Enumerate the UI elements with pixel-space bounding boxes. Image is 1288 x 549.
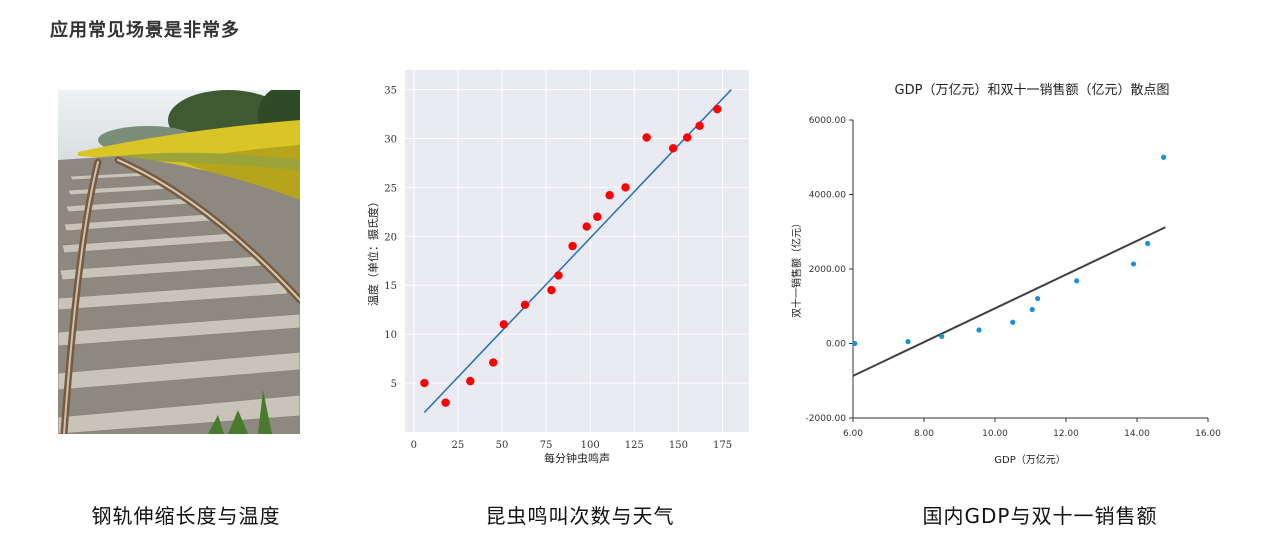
cricket-x-tick: 75 xyxy=(540,440,553,451)
cricket-x-label: 每分钟虫鸣声 xyxy=(544,451,610,465)
gdp-point xyxy=(1035,295,1041,302)
cricket-point xyxy=(520,300,530,310)
cricket-x-tick: 150 xyxy=(669,440,688,451)
gdp-x-tick: 8.00 xyxy=(914,429,934,439)
cricket-point xyxy=(441,398,450,407)
caption-gdp: 国内GDP与双十一销售额 xyxy=(922,504,1158,528)
gdp-chart: GDP（万亿元）和双十一销售额（亿元）散点图 6.00 8.00 10.00 12.0… xyxy=(780,72,1240,472)
cricket-x-tick: 125 xyxy=(625,440,644,451)
cricket-x-tick: 100 xyxy=(581,440,600,451)
cricket-point xyxy=(605,191,614,200)
page-heading: 应用常见场景是非常多 xyxy=(50,20,240,41)
cricket-y-tick: 10 xyxy=(384,330,397,341)
caption-cricket: 昆虫鸣叫次数与天气 xyxy=(485,504,675,528)
cricket-point xyxy=(499,320,508,329)
gdp-x-tick: 6.00 xyxy=(843,429,863,439)
cricket-point xyxy=(582,222,591,231)
cricket-y-tick: 30 xyxy=(384,134,397,145)
cricket-x-tick: 0 xyxy=(411,440,417,451)
cricket-x-tick: 25 xyxy=(452,440,465,451)
cricket-point xyxy=(420,378,429,388)
cricket-point xyxy=(713,104,722,114)
cricket-point xyxy=(554,271,563,280)
cricket-point xyxy=(568,241,577,251)
cricket-point xyxy=(621,183,630,192)
gdp-point xyxy=(1145,240,1151,247)
gdp-point xyxy=(1029,306,1035,313)
cricket-point xyxy=(695,121,704,130)
cricket-chart: 0 25 50 75 100 125 150 175 5 10 15 20 25 30 35 每分钟虫鸣声 … xyxy=(355,60,755,480)
cricket-y-tick: 35 xyxy=(384,86,397,97)
gdp-y-tick: 4000.00 xyxy=(809,191,846,201)
gdp-point xyxy=(1130,261,1137,267)
gdp-y-label: 双十一销售额（亿元） xyxy=(790,218,803,318)
gdp-y-tick: 0.00 xyxy=(826,340,846,350)
caption-rail: 钢轨伸缩长度与温度 xyxy=(91,504,281,528)
gdp-fit-line xyxy=(852,226,1166,377)
gdp-point xyxy=(905,338,911,345)
gdp-point xyxy=(852,340,858,347)
gdp-y-tick: 6000.00 xyxy=(809,116,846,126)
gdp-x-label: GDP（万亿元） xyxy=(994,453,1065,466)
cricket-point xyxy=(466,376,475,386)
cricket-point xyxy=(683,133,692,142)
cricket-y-label: 温度（单位：摄氏度） xyxy=(366,196,380,306)
cricket-point xyxy=(547,285,556,295)
gdp-y-tick: 2000.00 xyxy=(809,265,846,275)
gdp-point xyxy=(1161,154,1167,160)
cricket-y-tick: 5 xyxy=(391,379,397,390)
cricket-x-tick: 175 xyxy=(713,440,732,451)
gdp-x-tick: 16.00 xyxy=(1195,429,1221,439)
cricket-y-tick: 15 xyxy=(384,281,397,292)
gdp-point xyxy=(939,333,945,339)
gdp-x-tick: 10.00 xyxy=(982,429,1008,439)
gdp-y-tick: -2000.00 xyxy=(806,414,847,424)
cricket-x-tick: 50 xyxy=(496,440,509,451)
cricket-y-tick: 25 xyxy=(384,183,397,194)
cricket-fit-line xyxy=(423,89,732,413)
gdp-point xyxy=(1010,319,1016,325)
gdp-x-tick: 12.00 xyxy=(1053,429,1079,439)
gdp-x-tick: 14.00 xyxy=(1124,429,1150,439)
cricket-y-tick: 20 xyxy=(384,232,397,243)
gdp-point xyxy=(1074,278,1080,284)
cricket-point xyxy=(593,212,602,221)
gdp-point xyxy=(976,327,982,333)
cricket-point xyxy=(489,358,498,367)
cricket-point xyxy=(642,133,651,142)
railway-photo xyxy=(58,90,300,434)
cricket-point xyxy=(668,144,678,153)
gdp-chart-title: GDP（万亿元）和双十一销售额（亿元）散点图 xyxy=(895,82,1170,98)
